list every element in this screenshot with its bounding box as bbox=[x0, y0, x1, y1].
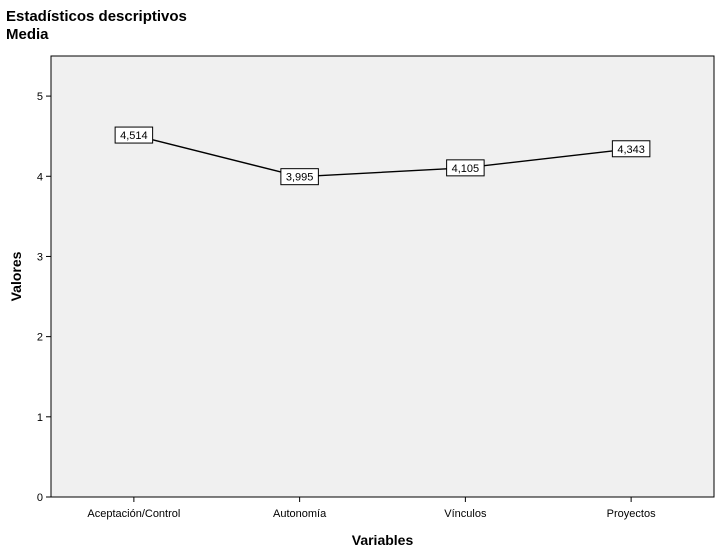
x-tick-label: Vínculos bbox=[444, 508, 487, 520]
y-tick-label: 1 bbox=[37, 412, 43, 424]
data-point-marker bbox=[280, 168, 319, 186]
data-label: 4,105 bbox=[452, 163, 480, 175]
y-tick-label: 5 bbox=[37, 91, 43, 103]
x-tick-label: Aceptación/Control bbox=[87, 508, 180, 520]
x-tick-label: Autonomía bbox=[273, 508, 327, 520]
x-axis-title: Variables bbox=[352, 532, 414, 548]
data-label: 4,514 bbox=[120, 130, 148, 142]
chart-title: Estadísticos descriptivos bbox=[6, 8, 187, 25]
y-tick-label: 4 bbox=[37, 171, 43, 183]
data-point-marker bbox=[611, 140, 651, 158]
data-point-marker bbox=[114, 126, 154, 144]
y-tick-label: 0 bbox=[37, 492, 43, 504]
y-tick-label: 3 bbox=[37, 251, 43, 263]
data-label: 4,343 bbox=[617, 144, 645, 156]
data-point-marker bbox=[446, 159, 485, 177]
data-label: 3,995 bbox=[286, 172, 314, 184]
x-tick-label: Proyectos bbox=[607, 508, 656, 520]
plot-area bbox=[50, 55, 715, 498]
y-tick-label: 2 bbox=[37, 332, 43, 344]
y-axis-title: Valores bbox=[8, 251, 24, 301]
series-line bbox=[133, 134, 632, 178]
chart-subtitle: Media bbox=[6, 26, 49, 43]
